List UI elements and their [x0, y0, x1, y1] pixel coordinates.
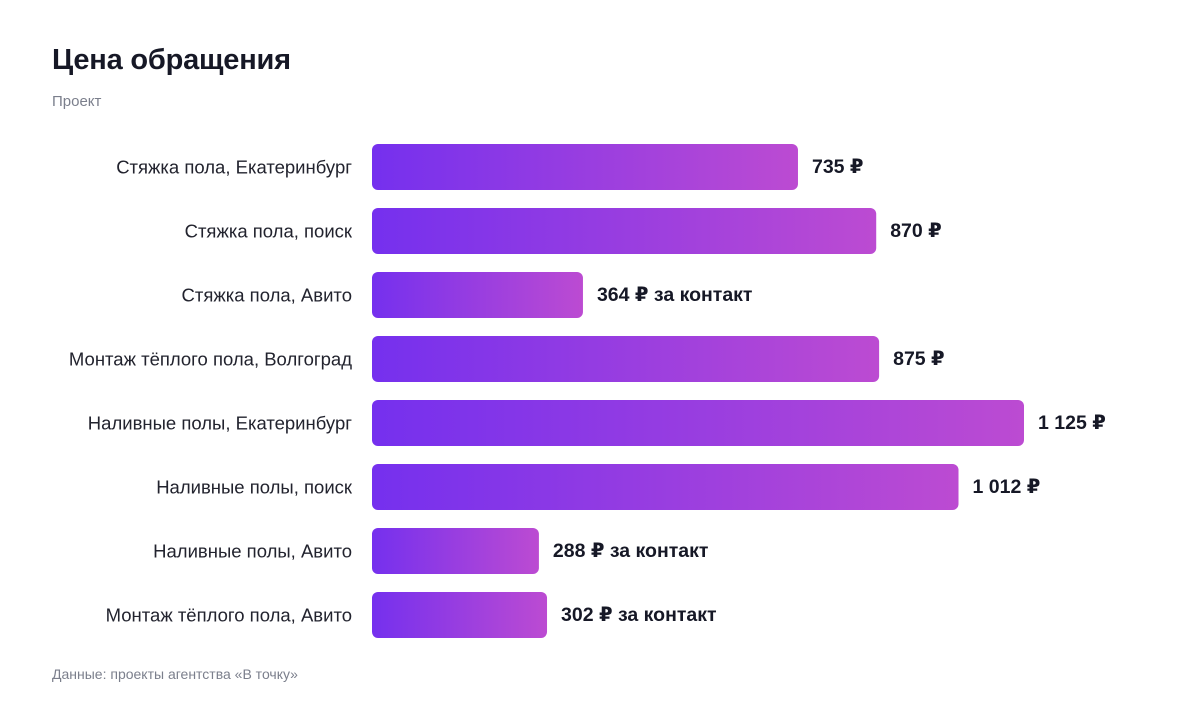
- category-label: Стяжка пола, Авито: [182, 285, 352, 306]
- bars-layer: Стяжка пола, Екатеринбург 735 ₽ Стяжка пол…: [69, 144, 1106, 638]
- category-label: Стяжка пола, Екатеринбург: [116, 157, 352, 178]
- bar: [372, 272, 583, 318]
- category-label: Монтаж тёплого пола, Авито: [106, 605, 352, 626]
- chart-source-note: Данные: проекты агентства «В точку»: [52, 666, 298, 682]
- bar: [372, 208, 877, 254]
- bar: [372, 464, 959, 510]
- category-label: Наливные полы, Авито: [153, 541, 352, 562]
- value-label: 288 ₽ за контакт: [553, 540, 709, 562]
- value-label: 735 ₽: [812, 156, 864, 178]
- category-label: Наливные полы, поиск: [156, 477, 353, 498]
- bar: [372, 528, 539, 574]
- category-label: Наливные полы, Екатеринбург: [88, 413, 352, 434]
- bar: [372, 144, 798, 190]
- value-label: 1 012 ₽: [973, 476, 1041, 498]
- value-label: 302 ₽ за контакт: [561, 604, 717, 626]
- value-label: 875 ₽: [893, 348, 945, 370]
- bar: [372, 592, 548, 638]
- chart-subtitle: Проект: [52, 93, 102, 110]
- bar: [372, 336, 880, 382]
- value-label: 870 ₽: [890, 220, 942, 242]
- chart-title: Цена обращения: [52, 44, 291, 76]
- category-label: Стяжка пола, поиск: [185, 221, 353, 242]
- value-label: 1 125 ₽: [1038, 412, 1106, 434]
- value-label: 364 ₽ за контакт: [597, 284, 753, 306]
- category-label: Монтаж тёплого пола, Волгоград: [69, 349, 352, 370]
- bar: [372, 400, 1024, 446]
